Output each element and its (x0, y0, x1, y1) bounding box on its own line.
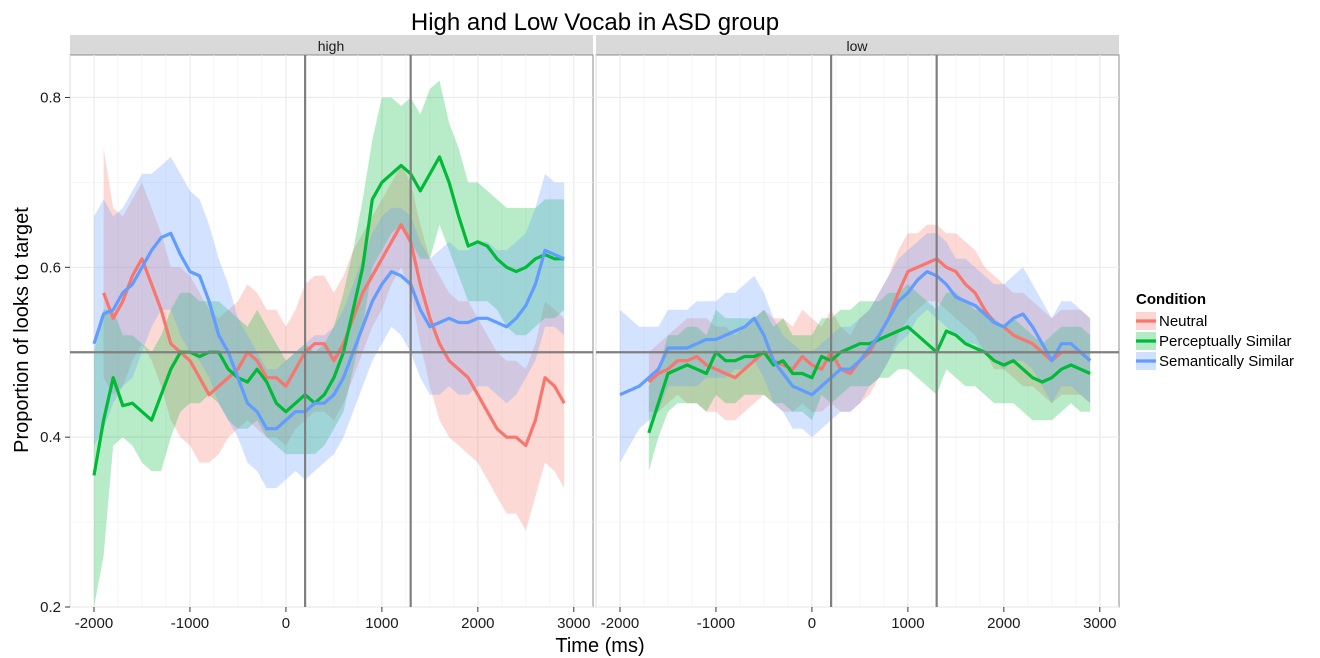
panel-strip-high (70, 35, 593, 55)
panel-high: high (69, 35, 594, 608)
y-tick-label: 0.4 (40, 429, 61, 446)
panel-strip-label-high: high (318, 38, 344, 54)
panel-background-high (69, 54, 594, 608)
panel-low: low (595, 35, 1120, 608)
x-tick-label: 2000 (987, 615, 1020, 632)
ribbon-low-perceptually-similar (648, 284, 1091, 472)
legend-label-semantically-similar: Semantically Similar (1159, 353, 1294, 370)
panel-strip-low (596, 35, 1119, 55)
series-line-high-semantically-similar (92, 231, 565, 431)
ribbon-high-neutral (103, 148, 565, 531)
y-tick-label: 0.6 (40, 259, 61, 276)
x-tick-label: -1000 (171, 615, 209, 632)
ribbon-low-neutral (648, 224, 1091, 421)
legend-label-perceptually-similar: Perceptually Similar (1159, 333, 1292, 350)
y-tick-label: 0.8 (40, 89, 61, 106)
x-tick-label: 3000 (1083, 615, 1116, 632)
x-tick-label: -1000 (697, 615, 735, 632)
y-axis-label: Proportion of looks to target (11, 207, 33, 453)
x-tick-label: 3000 (557, 615, 590, 632)
series-line-low-perceptually-similar (647, 325, 1091, 434)
x-axis-label: Time (ms) (555, 635, 644, 657)
x-tick-label: 1000 (891, 615, 924, 632)
x-tick-label: -2000 (75, 615, 113, 632)
ribbon-high-semantically-similar (94, 156, 565, 489)
legend: Condition Neutral Perceptually Similar Sem… (1136, 291, 1294, 370)
legend-title: Condition (1136, 291, 1206, 308)
y-tick-label: 0.2 (40, 599, 61, 616)
legend-label-neutral: Neutral (1159, 313, 1207, 330)
ribbon-high-perceptually-similar (94, 80, 565, 607)
x-axes: -2000 -1000 0 1000 2000 3000 -2000 -1000 0 1000 20… (75, 607, 1116, 632)
series-line-high-perceptually-similar (92, 155, 565, 476)
y-axis: 0.2 0.4 0.6 0.8 (40, 89, 70, 616)
x-tick-label: -2000 (601, 615, 639, 632)
series-line-low-semantically-similar (619, 270, 1092, 397)
x-tick-label: 0 (282, 615, 290, 632)
x-tick-label: 2000 (461, 615, 494, 632)
panel-background-low (595, 54, 1120, 608)
chart-title: High and Low Vocab in ASD group (411, 9, 779, 36)
panel-strip-label-low: low (846, 38, 868, 54)
x-tick-label: 0 (808, 615, 816, 632)
x-tick-label: 1000 (365, 615, 398, 632)
